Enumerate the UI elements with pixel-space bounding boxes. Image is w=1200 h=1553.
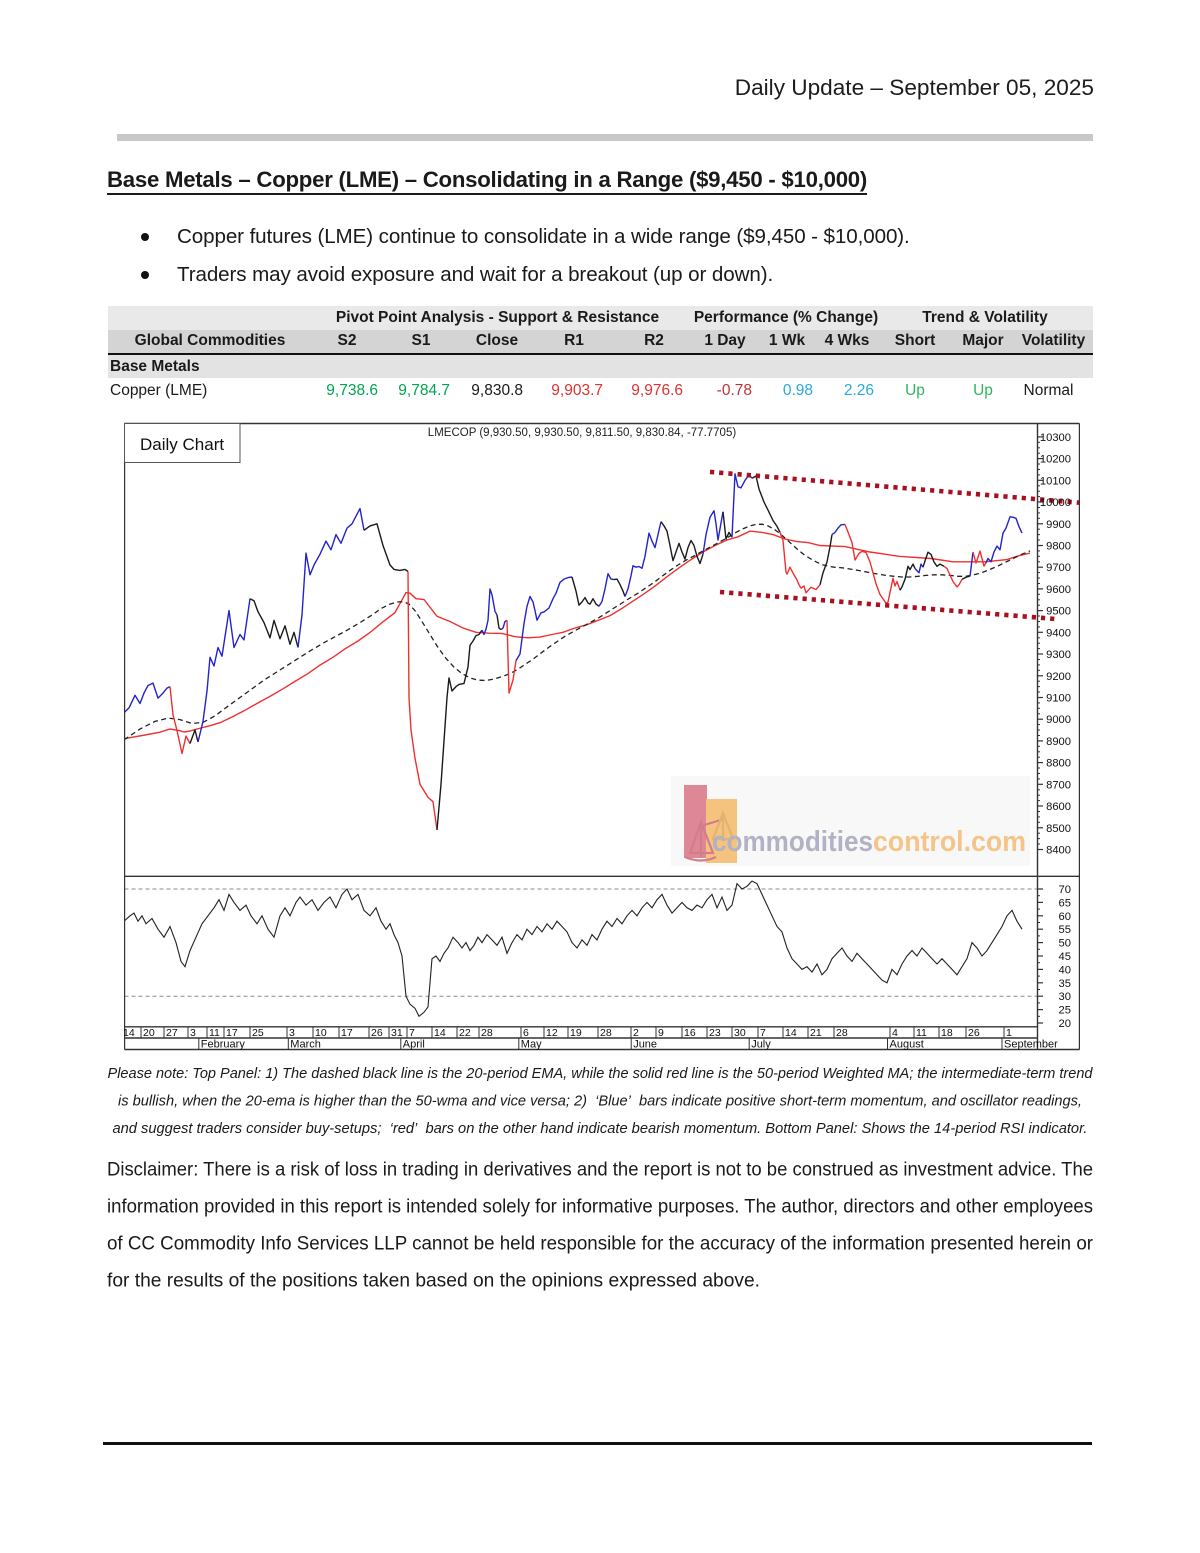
svg-text:is bullish, when the 20-ema is: is bullish, when the 20-ema is higher th…: [118, 1093, 1082, 1110]
svg-text:19: 19: [570, 1027, 582, 1039]
svg-text:8400: 8400: [1046, 845, 1071, 857]
svg-text:August: August: [890, 1039, 924, 1051]
svg-text:3: 3: [289, 1027, 295, 1039]
svg-text:8900: 8900: [1046, 736, 1071, 748]
svg-text:28: 28: [836, 1027, 848, 1039]
svg-text:9600: 9600: [1046, 584, 1071, 596]
svg-text:17: 17: [226, 1027, 238, 1039]
svg-text:8500: 8500: [1046, 823, 1071, 835]
svg-text:10200: 10200: [1040, 454, 1071, 466]
svg-text:14: 14: [124, 1027, 135, 1039]
svg-text:9900: 9900: [1046, 519, 1071, 531]
svg-text:Daily Chart: Daily Chart: [140, 435, 224, 454]
svg-text:10300: 10300: [1040, 432, 1071, 444]
svg-text:1: 1: [1006, 1027, 1012, 1039]
svg-text:9200: 9200: [1046, 671, 1071, 683]
svg-text:8700: 8700: [1046, 779, 1071, 791]
svg-text:April: April: [403, 1039, 425, 1051]
svg-text:8600: 8600: [1046, 801, 1071, 813]
svg-text:Please note: Top Panel: 1) The: Please note: Top Panel: 1) The dashed bl…: [108, 1065, 1094, 1082]
svg-text:45: 45: [1059, 951, 1071, 963]
svg-text:9800: 9800: [1046, 541, 1071, 553]
svg-text:for the results of the positio: for the results of the positions taken b…: [107, 1270, 760, 1292]
svg-text:14: 14: [434, 1027, 446, 1039]
svg-text:27: 27: [166, 1027, 178, 1039]
svg-text:6: 6: [523, 1027, 529, 1039]
svg-text:65: 65: [1059, 897, 1071, 909]
svg-text:March: March: [290, 1039, 321, 1051]
svg-text:Disclaimer: There is a risk of: Disclaimer: There is a risk of loss in t…: [107, 1159, 1093, 1181]
svg-text:9: 9: [658, 1027, 664, 1039]
svg-text:7: 7: [760, 1027, 766, 1039]
svg-text:23: 23: [709, 1027, 721, 1039]
svg-text:21: 21: [810, 1027, 822, 1039]
svg-text:18: 18: [941, 1027, 953, 1039]
svg-text:40: 40: [1059, 964, 1071, 976]
svg-text:17: 17: [341, 1027, 353, 1039]
svg-text:55: 55: [1059, 924, 1071, 936]
svg-text:28: 28: [600, 1027, 612, 1039]
svg-text:70: 70: [1059, 884, 1071, 896]
svg-text:10100: 10100: [1040, 475, 1071, 487]
svg-text:May: May: [521, 1039, 542, 1051]
svg-text:35: 35: [1059, 978, 1071, 990]
svg-text:9500: 9500: [1046, 606, 1071, 618]
svg-text:30: 30: [734, 1027, 746, 1039]
svg-text:September: September: [1004, 1039, 1058, 1051]
svg-text:9700: 9700: [1046, 562, 1071, 574]
svg-text:7: 7: [409, 1027, 415, 1039]
svg-text:14: 14: [785, 1027, 797, 1039]
svg-text:28: 28: [481, 1027, 493, 1039]
svg-text:25: 25: [252, 1027, 264, 1039]
svg-text:20: 20: [1059, 1018, 1071, 1030]
svg-text:22: 22: [459, 1027, 471, 1039]
svg-text:9100: 9100: [1046, 693, 1071, 705]
svg-text:20: 20: [143, 1027, 155, 1039]
svg-text:9300: 9300: [1046, 649, 1071, 661]
svg-text:9000: 9000: [1046, 714, 1071, 726]
svg-text:26: 26: [968, 1027, 980, 1039]
svg-text:31: 31: [391, 1027, 403, 1039]
svg-text:25: 25: [1059, 1005, 1071, 1017]
svg-text:and suggest traders consider b: and suggest traders consider buy-setups;…: [113, 1120, 1088, 1137]
svg-text:information provided in this r: information provided in this report is i…: [107, 1196, 1093, 1218]
svg-text:June: June: [633, 1039, 657, 1051]
svg-text:LMECOP (9,930.50, 9,930.50, 9,: LMECOP (9,930.50, 9,930.50, 9,811.50, 9,…: [428, 427, 737, 439]
svg-text:4: 4: [892, 1027, 898, 1039]
svg-text:11: 11: [209, 1027, 220, 1039]
svg-text:commodities: commodities: [712, 826, 873, 858]
svg-text:60: 60: [1059, 911, 1071, 923]
svg-text:10: 10: [315, 1027, 327, 1039]
svg-text:February: February: [201, 1039, 246, 1051]
svg-text:12: 12: [546, 1027, 558, 1039]
svg-text:July: July: [751, 1039, 771, 1051]
svg-text:8800: 8800: [1046, 758, 1071, 770]
svg-text:16: 16: [684, 1027, 696, 1039]
svg-text:11: 11: [916, 1027, 927, 1039]
svg-text:3: 3: [190, 1027, 196, 1039]
svg-text:control.com: control.com: [873, 826, 1026, 858]
svg-text:10000: 10000: [1040, 497, 1071, 509]
svg-text:26: 26: [371, 1027, 383, 1039]
svg-text:2: 2: [633, 1027, 639, 1039]
svg-text:9400: 9400: [1046, 627, 1071, 639]
svg-text:of CC Commodity Info Services: of CC Commodity Info Services LLP cannot…: [107, 1233, 1093, 1255]
svg-text:30: 30: [1059, 991, 1071, 1003]
svg-text:50: 50: [1059, 938, 1071, 950]
